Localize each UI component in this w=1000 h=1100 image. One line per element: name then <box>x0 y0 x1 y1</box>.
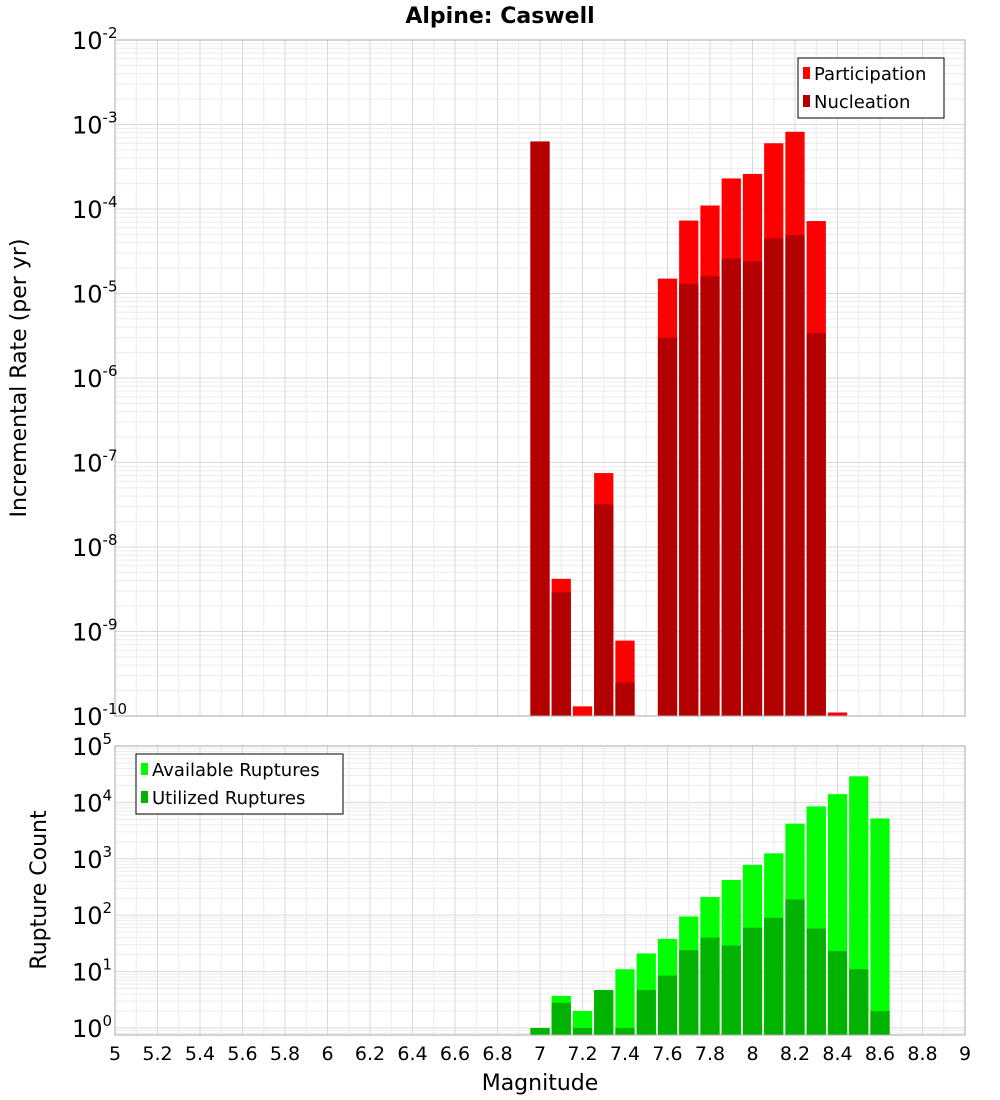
bar <box>679 950 699 1035</box>
bar <box>572 1027 593 1035</box>
x-tick-label: 7.2 <box>567 1043 597 1065</box>
rupture-count-plot-panel: 100 101 102 103 104 105 Available Ruptures Util… <box>72 730 966 1043</box>
bar <box>636 990 656 1035</box>
bar <box>806 333 826 716</box>
plot-border <box>114 39 966 717</box>
legend-entry: Utilized Ruptures <box>152 788 305 809</box>
legend-swatch <box>141 791 148 803</box>
x-axis-ticks: 5 5.2 5.4 5.6 5.8 6 6.2 6.4 6.6 6.8 7 7.2 7.4 7.6 7.8 8… <box>109 1043 971 1065</box>
legend-swatch <box>803 67 810 79</box>
bar <box>721 945 741 1035</box>
bar <box>764 917 784 1035</box>
y-tick-label: 10-5 <box>72 278 118 309</box>
top-y-axis-label: Incremental Rate (per yr) <box>7 239 32 518</box>
legend: Available Ruptures Utilized Ruptures <box>135 753 344 815</box>
x-tick-label: 5.8 <box>270 1043 300 1065</box>
x-tick-label: 6.2 <box>355 1043 385 1065</box>
x-tick-label: 8.2 <box>780 1043 810 1065</box>
y-tick-label: 10-2 <box>72 24 118 55</box>
x-tick-label: 6.6 <box>440 1043 470 1065</box>
x-tick-label: 5.4 <box>185 1043 215 1065</box>
y-tick-label: 101 <box>72 956 112 987</box>
y-tick-label: 10-9 <box>72 616 118 647</box>
x-tick-label: 9 <box>959 1043 971 1065</box>
bar <box>615 1027 635 1035</box>
x-tick-label: 8.6 <box>865 1043 895 1065</box>
bar <box>657 975 678 1035</box>
legend-box <box>135 753 344 815</box>
bar <box>679 283 699 716</box>
bar <box>806 928 826 1035</box>
legend-entry: Participation <box>814 64 926 85</box>
bar <box>530 1027 550 1035</box>
x-tick-label: 7 <box>534 1043 546 1065</box>
legend-swatch <box>803 95 810 107</box>
bar <box>594 990 614 1035</box>
bar <box>742 261 763 716</box>
bar <box>615 969 635 1035</box>
y-tick-label: 10-3 <box>72 109 118 140</box>
x-tick-label: 7.6 <box>652 1043 682 1065</box>
y-tick-label: 10-8 <box>72 531 118 562</box>
bar <box>530 141 550 717</box>
bar <box>700 937 720 1035</box>
x-tick-label: 5.6 <box>227 1043 257 1065</box>
bar <box>764 238 784 717</box>
x-tick-label: 5.2 <box>142 1043 172 1065</box>
x-axis-label: Magnitude <box>482 1071 599 1096</box>
y-tick-label: 104 <box>72 786 112 817</box>
legend-box <box>797 57 945 119</box>
y-tick-label: 103 <box>72 843 112 874</box>
rate-plot-panel: 10-10 10-9 10-8 10-7 10-6 10-5 10-4 10-3 10-2 Par… <box>72 24 966 731</box>
y-axis-ticks: 100 101 102 103 104 105 <box>72 730 112 1043</box>
bar <box>594 504 614 716</box>
bar <box>785 899 805 1035</box>
x-tick-label: 8 <box>746 1043 758 1065</box>
bar <box>742 927 763 1035</box>
x-tick-label: 7.8 <box>695 1043 725 1065</box>
y-tick-label: 102 <box>72 899 112 930</box>
bar <box>827 951 848 1035</box>
legend-entry: Nucleation <box>814 92 910 113</box>
bar <box>870 1010 890 1035</box>
series-nucleation <box>530 141 826 717</box>
x-tick-label: 8.4 <box>822 1043 852 1065</box>
x-tick-label: 6.8 <box>482 1043 512 1065</box>
y-axis-ticks: 10-10 10-9 10-8 10-7 10-6 10-5 10-4 10-3 10-2 <box>72 24 127 731</box>
bar <box>870 818 890 1035</box>
series-utilized-ruptures <box>530 899 890 1035</box>
chart-title: Alpine: Caswell <box>405 4 594 29</box>
legend-entry: Available Ruptures <box>152 760 320 781</box>
y-tick-label: 10-10 <box>72 700 127 731</box>
x-tick-label: 5 <box>109 1043 121 1065</box>
bar <box>849 969 869 1035</box>
bar <box>551 1002 571 1035</box>
bar <box>827 712 848 716</box>
bar <box>551 592 571 716</box>
x-tick-label: 8.8 <box>907 1043 937 1065</box>
bar <box>572 706 593 716</box>
y-tick-label: 105 <box>72 730 112 761</box>
y-tick-label: 10-6 <box>72 362 118 393</box>
bar <box>615 682 635 716</box>
y-tick-label: 10-4 <box>72 193 118 224</box>
legend-swatch <box>141 763 148 775</box>
bar <box>700 276 720 716</box>
y-tick-label: 10-7 <box>72 447 118 478</box>
legend: Participation Nucleation <box>797 57 945 119</box>
plot-border <box>114 745 966 1036</box>
bar <box>657 337 678 716</box>
x-tick-label: 7.4 <box>610 1043 640 1065</box>
x-tick-label: 6 <box>321 1043 333 1065</box>
bar <box>785 235 805 716</box>
x-tick-label: 6.4 <box>397 1043 427 1065</box>
bottom-y-axis-label: Rupture Count <box>27 810 52 970</box>
y-tick-label: 100 <box>72 1012 112 1043</box>
bar <box>721 258 741 716</box>
